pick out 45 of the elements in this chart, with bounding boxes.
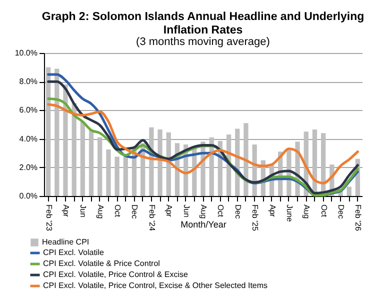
y-tick-label: 4.0% — [19, 134, 38, 144]
x-tick-label: Apr — [268, 204, 277, 218]
x-tick-label: Apr — [61, 204, 70, 218]
line-series — [47, 103, 359, 184]
y-tick-label: 2.0% — [19, 162, 38, 172]
y-tick-label: 10.0% — [14, 48, 38, 58]
legend-label: Headline CPI — [42, 238, 90, 246]
x-tick-label: Dec — [336, 204, 346, 219]
bar — [158, 130, 162, 196]
legend-label: CPI Excl. Volatile & Price Control — [43, 259, 160, 268]
bar — [123, 156, 128, 196]
bar — [98, 137, 102, 196]
chart-subtitle: (3 months moving average) — [136, 36, 270, 48]
bar — [63, 84, 68, 196]
x-tick-label: Oct — [319, 204, 328, 218]
bar — [106, 150, 111, 196]
x-tick-label: Feb '23 — [44, 204, 54, 232]
x-tick-label: Feb '26 — [354, 204, 363, 232]
x-tick-label: Oct — [216, 204, 226, 218]
x-axis-title: Month/Year — [180, 220, 226, 230]
bar — [80, 122, 85, 196]
bar — [88, 130, 94, 196]
x-tick-label: Aug — [199, 204, 208, 219]
x-tick-label: Dec — [233, 204, 242, 219]
bar — [244, 123, 248, 196]
x-tick-label: Feb '25 — [250, 204, 260, 232]
chart-title: Graph 2: Solomon Islands Annual Headline and Underlying Inflation Rates — [42, 11, 364, 36]
legend-label: CPI Excl. Volatile — [43, 248, 104, 257]
y-tick-label: 8.0% — [19, 77, 38, 86]
bar — [114, 156, 120, 196]
x-tick-label: Jun — [78, 204, 88, 218]
bar — [46, 67, 51, 196]
x-tick-label: Aug — [96, 204, 105, 219]
x-tick-label: Feb '24 — [147, 204, 156, 232]
x-tick-label: Dec — [130, 204, 140, 219]
legend-label: CPI Excl. Volatile, Price Control & Excise — [43, 270, 188, 279]
x-tick-label: June — [284, 204, 294, 222]
x-tick-label: Apr — [164, 204, 174, 218]
x-tick-label: Jun — [182, 204, 191, 218]
legend-label: CPI Excl. Volatile, Price Control, Excise & Other Selected Items — [43, 281, 268, 290]
bar — [346, 186, 352, 196]
x-tick-label: Oct — [113, 204, 122, 218]
y-tick-label: 6.0% — [19, 106, 38, 115]
y-tick-label: 0.0% — [19, 192, 38, 200]
x-tick-label: Aug — [302, 204, 312, 219]
